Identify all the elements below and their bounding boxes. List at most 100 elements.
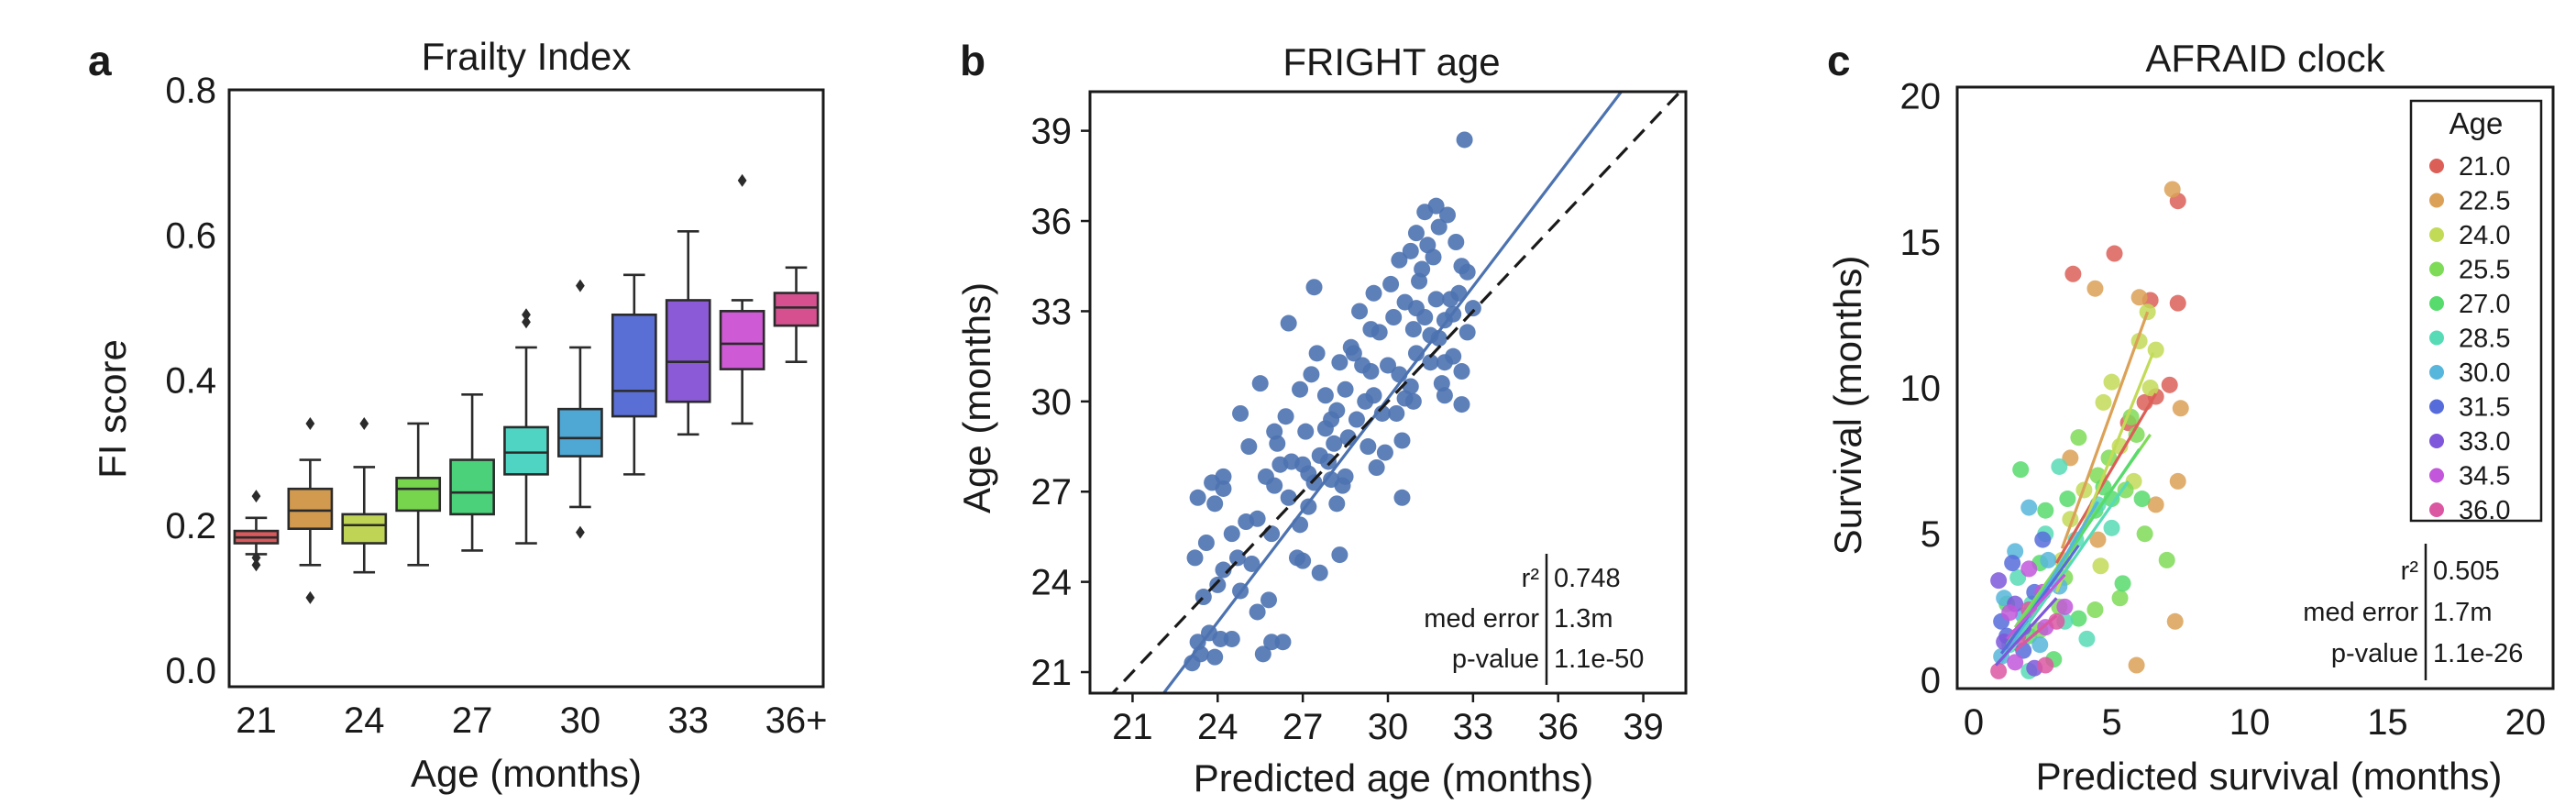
scatter-point [1456,131,1473,149]
panel-b-y-tick-label: 21 [1031,653,1073,693]
box-outlier [522,315,531,329]
legend-label: 24.0 [2459,221,2510,250]
scatter-point [1320,453,1337,470]
panel-b-x-tick-label: 30 [1368,707,1409,747]
panel-c-afraid-clock: c AFRAID clock Predicted survival (month… [1826,37,2555,798]
scatter-point [1280,314,1297,332]
scatter-point [2136,525,2153,543]
box-iqr [557,407,603,458]
scatter-point [1206,495,1224,513]
scatter-point [1215,561,1232,579]
scatter-point [1393,432,1411,449]
scatter-point [1280,489,1297,506]
scatter-point [1277,408,1294,425]
stats-value: 1.1e-50 [1554,645,1644,674]
scatter-point [2111,590,2129,607]
box-iqr [773,292,820,327]
scatter-point [1450,284,1468,302]
legend-label: 31.5 [2459,393,2510,423]
scatter-point [2169,472,2186,490]
scatter-point [2070,429,2087,447]
legend-label: 33.0 [2459,427,2510,457]
scatter-point [2031,636,2049,654]
panel-b-x-axis-label: Predicted age (months) [1194,756,1594,799]
legend-marker [2429,330,2444,346]
box-iqr [395,477,442,513]
scatter-point [1388,404,1405,422]
legend-marker [2429,227,2444,242]
legend-label: 36.0 [2459,496,2510,525]
scatter-point [1331,354,1349,371]
box-outlier [305,416,315,430]
scatter-point [1263,525,1281,543]
scatter-point [2020,499,2038,516]
panel-b-plot-frame [1088,90,1688,695]
scatter-point [2007,654,2024,671]
panel-letter-b: b [960,37,985,84]
legend-marker [2429,365,2444,380]
scatter-point [2040,551,2057,568]
series-fit-line [1999,480,2130,664]
panel-a-x-tick-label: 30 [560,700,601,741]
scatter-point [1448,234,1465,250]
panel-b-x-tick-label: 36 [1537,707,1579,747]
panel-a-y-tick-label: 0.8 [165,71,216,111]
panel-a-x-tick-label: 24 [344,700,385,741]
panel-b-y-tick-label: 39 [1031,112,1073,152]
scatter-point [1294,552,1312,569]
scatter-point [1339,429,1357,447]
scatter-point [1243,555,1260,572]
scatter-point [1411,272,1428,290]
legend-marker [2429,468,2444,483]
panel-c-x-axis-label: Predicted survival (months) [2036,755,2503,798]
scatter-point [1228,549,1246,567]
panel-c-plot-frame [1955,85,2555,690]
scatter-point [1990,662,2008,679]
stats-value: 1.1e-26 [2433,639,2523,668]
scatter-point [1260,591,1277,609]
panel-a-x-tick-label: 33 [667,700,709,741]
legend-marker [2429,502,2444,517]
scatter-point [2103,519,2120,536]
scatter-point [2095,393,2112,411]
scatter-point [2128,656,2145,674]
panel-c-x-tick-label: 20 [2505,702,2547,743]
legend-marker [2429,296,2444,311]
series-fit-line [2054,392,2158,564]
box-outlier [251,490,261,503]
scatter-point [2001,604,2019,622]
scatter-point [1360,438,1377,456]
legend-marker [2429,399,2444,414]
scatter-point [1391,251,1408,269]
panel-c-plot-area [1990,181,2189,679]
scatter-point [1323,411,1340,428]
legend-label: 30.0 [2459,358,2510,388]
panel-a-x-tick-label: 21 [236,700,277,741]
box-outlier [737,173,747,187]
legend-marker [2429,159,2444,173]
scatter-point [1305,279,1323,296]
box-outlier [305,590,315,604]
panel-c-y-tick-label: 15 [1900,223,1942,263]
scatter-point [2089,531,2107,548]
scatter-point [1354,357,1371,374]
box-iqr [341,513,388,545]
panel-a-y-tick-label: 0.2 [165,506,216,546]
stats-label: med error [1424,604,1539,634]
scatter-point [2141,380,2159,396]
scatter-point [1274,634,1292,651]
legend-marker [2429,434,2444,448]
panel-b-plot-area [1110,92,1683,693]
scatter-point [1393,489,1411,506]
box-iqr [665,299,711,403]
scatter-point [2158,551,2175,568]
series-fit-line [2005,447,2141,646]
scatter-point [2166,612,2184,630]
scatter-point [2161,376,2178,393]
stats-value: 1.7m [2433,598,2492,627]
stats-label: r² [2401,557,2419,586]
scatter-point [1342,338,1360,356]
legend-label: 21.0 [2459,152,2510,182]
scatter-point [1990,572,2008,590]
scatter-point [1459,263,1476,281]
